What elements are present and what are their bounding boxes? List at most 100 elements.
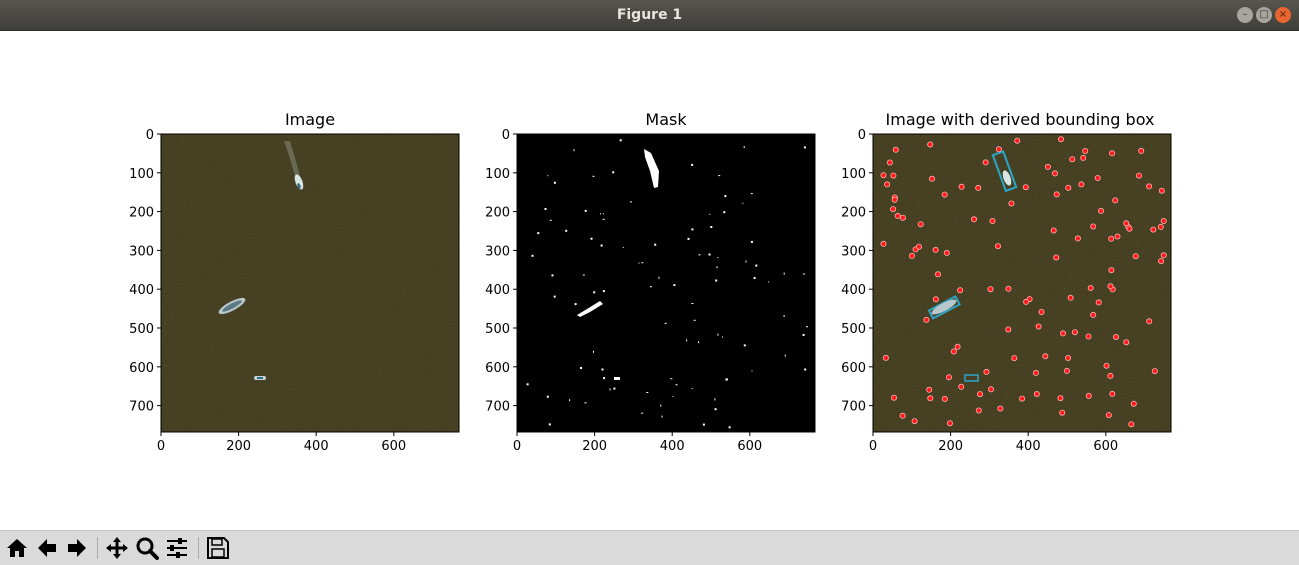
mask-speckle xyxy=(750,193,753,195)
mask-speckle xyxy=(603,377,606,380)
axes-mask[interactable] xyxy=(516,133,816,433)
marker-point xyxy=(908,252,915,259)
mask-speckle xyxy=(714,398,716,401)
x-tick-label: 200 xyxy=(226,439,251,454)
mask-speckle xyxy=(722,336,723,338)
mask-speckle xyxy=(547,175,549,177)
marker-point xyxy=(1090,311,1097,318)
marker-point xyxy=(880,240,887,247)
marker-point xyxy=(989,217,996,224)
axes-bbox[interactable] xyxy=(872,133,1172,433)
back-button[interactable] xyxy=(34,535,60,561)
mask-speckle xyxy=(573,149,575,152)
marker-point xyxy=(1042,353,1049,360)
marker-point xyxy=(1082,148,1089,155)
marker-point xyxy=(890,206,897,213)
configure-subplots-button[interactable] xyxy=(164,535,190,561)
mask-speckle xyxy=(672,396,674,398)
marker-points xyxy=(880,136,1167,428)
mask-speckle xyxy=(590,237,593,240)
y-tick-label: 300 xyxy=(129,244,154,259)
marker-point xyxy=(884,181,891,188)
mask-speckle xyxy=(715,279,718,282)
marker-point xyxy=(1098,207,1105,214)
marker-point xyxy=(899,412,906,419)
mask-ship-1 xyxy=(644,149,659,188)
marker-point xyxy=(1060,330,1067,337)
marker-point xyxy=(927,141,934,148)
marker-point xyxy=(1105,412,1112,419)
mask-speckle xyxy=(592,175,595,177)
marker-point xyxy=(882,354,889,361)
marker-point xyxy=(1107,283,1114,290)
pan-button[interactable] xyxy=(104,535,130,561)
mask-speckle xyxy=(742,202,744,204)
mask-speckle xyxy=(551,274,554,277)
marker-point xyxy=(957,287,964,294)
marker-point xyxy=(1157,223,1164,230)
x-tick-label: 600 xyxy=(737,439,762,454)
axes-image[interactable] xyxy=(160,133,460,433)
marker-point xyxy=(1038,308,1045,315)
mask-speckle xyxy=(593,291,596,294)
mask-speckle xyxy=(622,246,624,248)
mask-speckle xyxy=(691,163,694,166)
marker-point xyxy=(1008,200,1015,207)
mask-speckle xyxy=(745,260,747,263)
maximize-button[interactable]: □ xyxy=(1256,7,1272,23)
mask-speckle xyxy=(723,211,726,214)
y-tick-label: 200 xyxy=(485,206,510,221)
marker-point xyxy=(1128,421,1135,428)
marker-point xyxy=(1011,355,1018,362)
y-tick-label: 200 xyxy=(841,206,866,221)
minimize-button[interactable]: – xyxy=(1237,7,1253,23)
marker-point xyxy=(1151,368,1158,375)
bounding-box-3 xyxy=(964,374,979,382)
marker-point xyxy=(975,407,982,414)
marker-point xyxy=(899,214,906,221)
bounding-box-1 xyxy=(991,150,1018,193)
marker-point xyxy=(891,394,898,401)
ship-2 xyxy=(218,297,246,315)
mask-ship-3 xyxy=(614,377,620,380)
mask-speckle xyxy=(526,383,529,386)
navigation-toolbar xyxy=(0,530,1299,565)
mask-speckle xyxy=(602,290,605,293)
marker-point xyxy=(1074,235,1081,242)
mask-speckle xyxy=(743,344,746,347)
marker-point xyxy=(1113,333,1120,340)
mask-speckle xyxy=(641,412,644,414)
marker-point xyxy=(954,343,961,350)
mask-speckle xyxy=(584,402,587,404)
marker-point xyxy=(1108,235,1115,242)
marker-point xyxy=(1032,369,1039,376)
marker-point xyxy=(923,316,930,323)
marker-point xyxy=(1094,174,1101,181)
save-button[interactable] xyxy=(205,535,231,561)
mask-speckle xyxy=(768,281,770,283)
marker-point xyxy=(975,184,982,191)
image-noise xyxy=(161,134,459,432)
zoom-button[interactable] xyxy=(134,535,160,561)
marker-point xyxy=(1158,258,1165,265)
mask-speckle xyxy=(549,219,552,221)
mask-speckle xyxy=(750,240,753,243)
mask-speckle xyxy=(553,181,556,184)
marker-point xyxy=(1108,267,1115,274)
mask-speckle xyxy=(601,368,604,371)
forward-button[interactable] xyxy=(64,535,90,561)
axes-frame-mask xyxy=(516,133,816,433)
marker-point xyxy=(1146,318,1153,325)
marker-point xyxy=(1130,400,1137,407)
figure-canvas[interactable]: Image Mask Image with derived bounding b… xyxy=(0,31,1299,530)
mask-speckle xyxy=(584,209,587,212)
mask-speckle xyxy=(546,395,549,398)
marker-point xyxy=(1114,233,1121,240)
close-button[interactable]: × xyxy=(1275,7,1291,23)
marker-point xyxy=(1014,137,1021,144)
y-tick-label: 500 xyxy=(129,322,154,337)
y-tick-label: 600 xyxy=(485,361,510,376)
home-button[interactable] xyxy=(4,535,30,561)
mask-speckles xyxy=(526,139,808,429)
marker-point xyxy=(1058,136,1065,143)
